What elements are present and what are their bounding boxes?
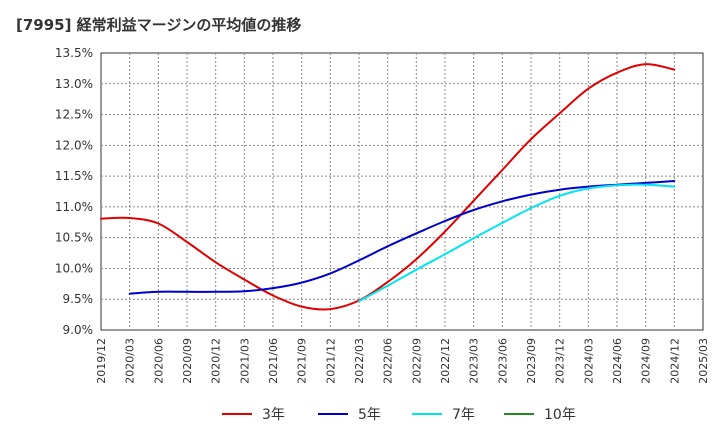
legend: 3年 5年 7年 10年 [0,402,720,426]
x-tick-label: 2020/06 [152,338,165,384]
series-5y-line [128,180,676,295]
series-7y-line [358,183,676,303]
plot-area [100,52,704,331]
x-tick-label: 2023/09 [525,338,538,384]
x-tick-label: 2023/03 [468,338,481,384]
x-tick-label: 2022/09 [410,338,423,384]
x-tick-label: 2022/12 [439,338,452,384]
x-tick-label: 2022/06 [382,338,395,384]
legend-label-3y: 3年 [262,407,285,423]
y-tick-label: 10.0% [55,261,93,275]
x-tick-label: 2020/12 [210,338,223,384]
x-tick-label: 2019/12 [95,338,108,384]
legend-label-5y: 5年 [358,407,381,423]
y-tick-label: 10.5% [55,231,93,245]
x-tick-label: 2024/06 [611,338,624,384]
x-tick-label: 2021/09 [296,338,309,384]
y-tick-label: 11.5% [55,169,93,183]
legend-swatch-3y [222,413,252,415]
legend-label-10y: 10年 [544,407,576,423]
legend-label-7y: 7年 [452,407,475,423]
chart-title: [7995] 経常利益マージンの平均値の推移 [16,16,302,34]
grid-layer [100,52,704,331]
x-tick-label: 2024/12 [668,338,681,384]
axis-layer: 9.0% 9.5% 10.0% 10.5% 11.0% 11.5% 12.0% 12.5% 13… [55,46,710,384]
series-3y-line [100,63,676,311]
x-tick-label: 2024/09 [640,338,653,384]
x-tick-label: 2021/06 [267,338,280,384]
x-tick-label: 2022/03 [353,338,366,384]
legend-swatch-7y [412,413,442,415]
series-layer [100,63,676,311]
x-tick-label: 2021/12 [324,338,337,384]
x-tick-label: 2024/03 [582,338,595,384]
y-tick-label: 12.0% [55,138,93,152]
x-tick-label: 2025/03 [697,338,710,384]
y-tick-label: 9.5% [63,292,94,306]
legend-swatch-10y [504,413,534,415]
y-tick-label: 13.5% [55,46,93,60]
x-tick-label: 2023/06 [496,338,509,384]
legend-item-5y: 5年 [318,402,381,426]
legend-item-10y: 10年 [504,402,576,426]
x-tick-label: 2020/09 [181,338,194,384]
legend-item-7y: 7年 [412,402,475,426]
x-tick-label: 2023/12 [554,338,567,384]
x-tick-label: 2021/03 [238,338,251,384]
y-tick-label: 13.0% [55,77,93,91]
y-tick-label: 9.0% [63,323,94,337]
y-tick-label: 11.0% [55,200,93,214]
legend-item-3y: 3年 [222,402,285,426]
y-tick-label: 12.5% [55,108,93,122]
legend-swatch-5y [318,413,348,415]
x-tick-label: 2020/03 [124,338,137,384]
